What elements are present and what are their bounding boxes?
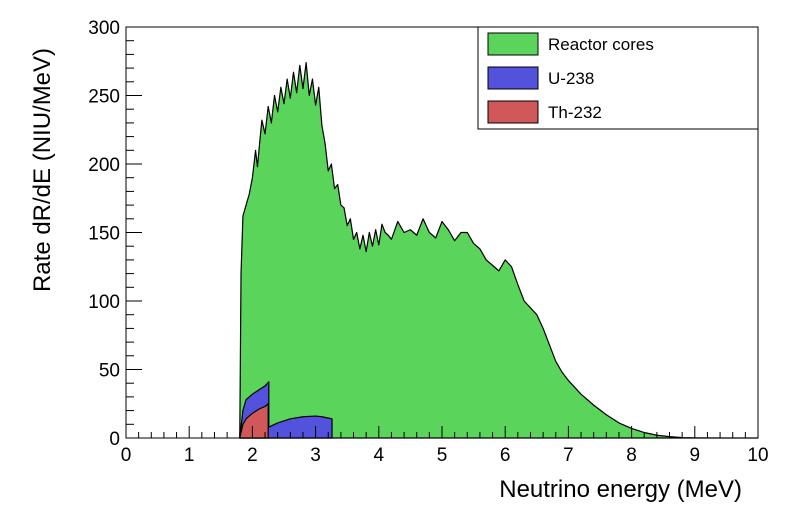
x-tick-label-4: 4 <box>374 445 385 466</box>
x-axis-title: Neutrino energy (MeV) <box>499 476 742 503</box>
y-axis-title: Rate dR/dE (NIU/MeV) <box>29 48 56 292</box>
x-tick-label-5: 5 <box>437 445 448 466</box>
legend-label-reactor-cores: Reactor cores <box>548 35 654 54</box>
series-th-232-area <box>239 403 269 439</box>
x-tick-label-7: 7 <box>563 445 574 466</box>
x-tick-label-10: 10 <box>747 445 768 466</box>
y-tick-label-300: 300 <box>88 18 120 39</box>
x-tick-label-3: 3 <box>310 445 321 466</box>
legend: Reactor cores U-238 Th-232 <box>477 26 759 130</box>
legend-swatch-reactor-cores <box>487 32 539 56</box>
y-tick-label-250: 250 <box>88 87 120 108</box>
x-tick-label-9: 9 <box>690 445 701 466</box>
y-tick-label-200: 200 <box>88 155 120 176</box>
y-tick-label-0: 0 <box>109 429 120 450</box>
x-tick-label-0: 0 <box>121 445 132 466</box>
x-tick-label-8: 8 <box>626 445 637 466</box>
legend-swatch-u-238 <box>487 66 539 90</box>
x-tick-label-1: 1 <box>184 445 195 466</box>
legend-label-u-238: U-238 <box>548 69 594 88</box>
series-reactor-cores-area <box>239 62 759 439</box>
legend-swatch-th-232 <box>487 100 539 124</box>
series-layer <box>239 62 759 439</box>
y-tick-label-50: 50 <box>99 361 120 382</box>
y-tick-label-100: 100 <box>88 292 120 313</box>
legend-label-th-232: Th-232 <box>548 103 602 122</box>
x-tick-label-2: 2 <box>247 445 258 466</box>
x-tick-label-6: 6 <box>500 445 511 466</box>
y-tick-label-150: 150 <box>88 224 120 245</box>
